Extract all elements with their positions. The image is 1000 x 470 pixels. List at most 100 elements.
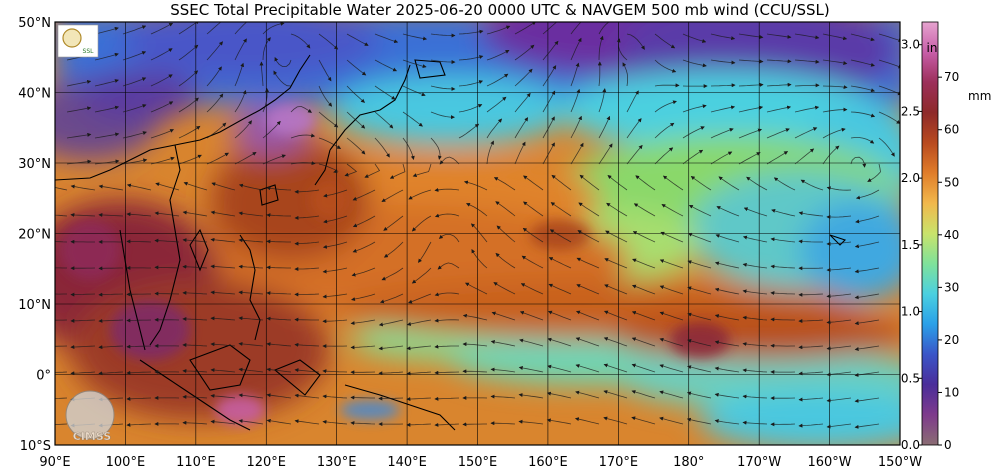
lat-label: 50°N	[18, 16, 51, 31]
wind-arrow	[746, 176, 768, 191]
wind-arrow	[402, 85, 426, 97]
wind-arrow	[290, 33, 311, 49]
wind-arrow	[234, 120, 253, 139]
wind-arrow	[318, 111, 339, 128]
wind-arrow	[70, 212, 96, 217]
mm-tick-label: 70	[944, 70, 959, 84]
wind-arrow	[710, 128, 734, 139]
lon-label: 160°W	[807, 455, 851, 470]
ccu-logo-text: SSL	[83, 48, 95, 55]
wind-arrow	[94, 79, 119, 87]
wind-arrow	[346, 85, 366, 103]
wind-arrow	[238, 264, 264, 269]
wind-arrow	[826, 186, 852, 191]
wind-arrow	[770, 237, 796, 243]
wind-arrow	[206, 122, 227, 139]
wind-arrow	[323, 189, 348, 198]
wind-arrow	[402, 137, 415, 160]
wind-arrow	[826, 267, 852, 272]
wind-arrow	[234, 38, 247, 61]
wind-arrow	[55, 371, 68, 373]
wind-arrow	[210, 393, 236, 399]
wind-arrow	[570, 22, 582, 35]
wind-arrow	[867, 163, 881, 182]
wind-arrow	[418, 241, 432, 263]
wind-arrow	[182, 290, 208, 295]
wind-arrow	[710, 151, 733, 165]
wind-arrow	[682, 126, 705, 139]
wind-arrow	[798, 292, 824, 297]
wind-arrow	[854, 267, 880, 274]
wind-arrow	[210, 237, 236, 243]
wind-arrow	[519, 311, 544, 321]
wind-arrow	[715, 234, 740, 243]
wind-arrow	[742, 368, 768, 373]
wind-arrow	[462, 422, 487, 427]
wind-arrow	[616, 38, 628, 61]
wind-arrow	[551, 174, 572, 191]
ccu-logo: SSL	[57, 24, 99, 58]
wind-arrow	[766, 151, 789, 165]
wind-arrow	[94, 132, 120, 139]
wind-arrow	[743, 207, 768, 217]
wind-arrow	[430, 85, 456, 91]
wind-arrow	[178, 44, 199, 61]
wind-arrow	[546, 391, 572, 399]
wind-arrow	[687, 312, 712, 321]
wind-arrow	[182, 238, 208, 243]
wind-arrow	[518, 419, 544, 425]
wind-arrow	[430, 137, 442, 160]
wind-arrow	[234, 22, 248, 35]
wind-arrow	[238, 341, 264, 347]
wind-arrow	[826, 241, 852, 246]
wind-arrow	[262, 22, 285, 35]
lon-label: 120°E	[246, 455, 286, 470]
wind-arrow	[234, 89, 247, 113]
wind-arrow	[626, 144, 643, 165]
wind-arrow	[742, 315, 768, 321]
wind-arrow	[406, 319, 432, 326]
wind-arrow	[710, 105, 736, 113]
wind-arrow	[654, 100, 677, 113]
wind-arrow	[94, 26, 119, 35]
wind-arrow	[322, 267, 348, 274]
wind-arrow	[98, 318, 124, 323]
wind-arrow	[471, 249, 488, 269]
wind-arrow	[210, 342, 236, 347]
wind-arrow	[605, 230, 628, 243]
wind-arrow	[606, 202, 628, 217]
wind-arrow	[408, 189, 432, 200]
wind-arrow	[206, 41, 224, 61]
wind-arrow	[770, 291, 796, 296]
wind-arrow	[826, 397, 852, 403]
wind-arrow	[126, 370, 152, 375]
wind-arrow	[430, 33, 456, 38]
wind-arrow	[352, 241, 376, 253]
wind-arrow	[686, 417, 712, 425]
wind-arrow	[766, 105, 792, 113]
wind-arrow	[598, 35, 604, 61]
wind-arrow	[126, 239, 152, 244]
wind-arrow	[576, 257, 600, 269]
wind-arrow	[322, 369, 348, 374]
wind-arrow	[94, 52, 119, 61]
wind-arrow	[486, 96, 507, 113]
wind-arrow	[470, 223, 488, 243]
wind-arrow	[766, 59, 792, 64]
wind-arrow	[379, 293, 404, 304]
wind-arrow	[182, 264, 208, 269]
wind-arrow	[661, 204, 684, 217]
lon-label: 170°E	[599, 455, 639, 470]
mm-tick-label: 40	[944, 228, 959, 242]
wind-arrow	[486, 73, 509, 87]
wind-arrow	[294, 393, 320, 399]
wind-arrow	[854, 293, 880, 300]
wind-arrow	[519, 338, 544, 347]
wind-arrow	[770, 264, 796, 269]
wind-arrow	[238, 238, 264, 243]
wind-arrow	[714, 392, 740, 399]
map-title: SSEC Total Precipitable Water 2025-06-20…	[170, 1, 830, 19]
wind-arrow	[604, 258, 628, 269]
wind-arrow	[579, 174, 600, 191]
wind-arrow	[434, 292, 460, 297]
